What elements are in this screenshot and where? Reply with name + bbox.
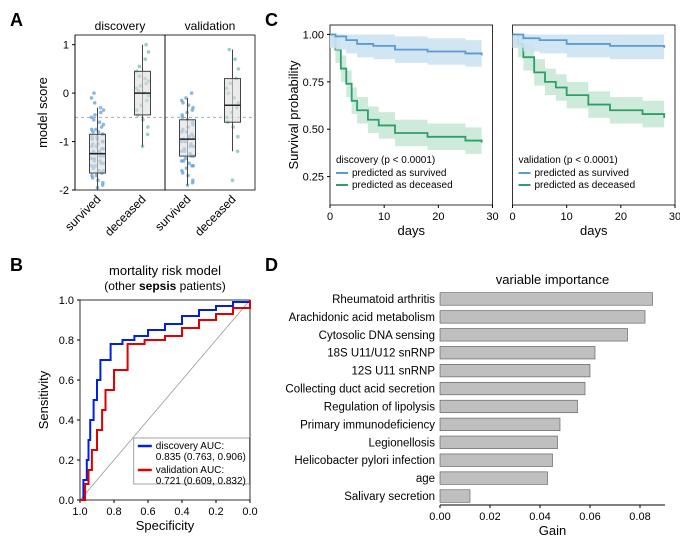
svg-text:0.04: 0.04 [529, 511, 550, 523]
svg-text:Collecting duct acid secretion: Collecting duct acid secretion [285, 384, 435, 396]
svg-text:Arachidonic acid metabolism: Arachidonic acid metabolism [289, 312, 435, 324]
svg-text:Primary immunodeficiency: Primary immunodeficiency [300, 419, 435, 431]
svg-text:30: 30 [669, 211, 680, 223]
svg-text:validation AUC:: validation AUC: [156, 465, 224, 476]
svg-text:Cytosolic DNA sensing: Cytosolic DNA sensing [319, 330, 435, 342]
svg-text:1: 1 [63, 40, 69, 52]
svg-text:model score: model score [35, 77, 50, 148]
svg-text:18S U11/U12 snRNP: 18S U11/U12 snRNP [327, 348, 435, 360]
svg-text:Helicobacter pylori infection: Helicobacter pylori infection [294, 455, 435, 467]
svg-text:Sensitivity: Sensitivity [36, 370, 51, 429]
svg-text:0.02: 0.02 [479, 511, 500, 523]
svg-text:discovery (p < 0.0001): discovery (p < 0.0001) [336, 155, 435, 166]
svg-text:0.0: 0.0 [242, 506, 257, 518]
svg-text:1.0: 1.0 [59, 295, 74, 307]
svg-text:Specificity: Specificity [136, 518, 195, 533]
svg-text:0.8: 0.8 [106, 506, 121, 518]
svg-text:30: 30 [486, 211, 498, 223]
panel-a: A -2-101model scorediscoverysurviveddece… [10, 10, 260, 250]
svg-text:-2: -2 [59, 185, 69, 197]
svg-text:days: days [398, 223, 426, 238]
svg-text:10: 10 [561, 211, 573, 223]
svg-text:0.4: 0.4 [174, 506, 189, 518]
panel-a-letter: A [10, 10, 23, 31]
svg-text:predicted as deceased: predicted as deceased [352, 180, 453, 191]
svg-text:0: 0 [327, 211, 333, 223]
svg-text:20: 20 [615, 211, 627, 223]
svg-text:survived: survived [152, 192, 193, 233]
svg-text:variable importance: variable importance [496, 272, 609, 287]
svg-text:deceased: deceased [192, 192, 239, 239]
svg-text:Rheumatoid arthritis: Rheumatoid arthritis [332, 294, 435, 306]
svg-text:0.4: 0.4 [59, 415, 74, 427]
svg-text:12S U11 snRNP: 12S U11 snRNP [351, 366, 435, 378]
svg-text:0.00: 0.00 [429, 511, 450, 523]
svg-text:0.835 (0.763, 0.906): 0.835 (0.763, 0.906) [156, 452, 246, 463]
svg-text:0.8: 0.8 [59, 335, 74, 347]
svg-text:Regulation of lipolysis: Regulation of lipolysis [324, 401, 435, 413]
svg-text:0: 0 [509, 211, 515, 223]
svg-text:Survival probability: Survival probability [286, 60, 301, 170]
svg-text:0.721 (0.609, 0.832): 0.721 (0.609, 0.832) [156, 476, 246, 487]
svg-text:validation: validation [185, 19, 236, 33]
svg-text:10: 10 [378, 211, 390, 223]
svg-text:discovery: discovery [95, 19, 146, 33]
roc-chart: mortality risk model(other sepsis patien… [35, 260, 260, 540]
svg-text:predicted as survived: predicted as survived [535, 168, 630, 179]
svg-text:predicted as deceased: predicted as deceased [535, 180, 636, 191]
svg-text:Gain: Gain [539, 523, 566, 538]
svg-text:days: days [580, 223, 608, 238]
svg-text:Legionellosis: Legionellosis [369, 437, 436, 449]
svg-text:0.06: 0.06 [579, 511, 600, 523]
svg-text:0: 0 [63, 88, 69, 100]
svg-text:0.6: 0.6 [59, 375, 74, 387]
panel-c: C Survival probability 0 10 20 30 0.25 0.50 0.7… [265, 10, 680, 250]
svg-text:age: age [416, 473, 435, 485]
svg-text:0.2: 0.2 [59, 455, 74, 467]
svg-text:(other sepsis patients): (other sepsis patients) [104, 279, 225, 293]
svg-text:Salivary secretion: Salivary secretion [344, 491, 435, 503]
svg-text:0.50: 0.50 [303, 124, 324, 136]
svg-text:-1: -1 [59, 137, 69, 149]
svg-text:mortality risk model: mortality risk model [109, 263, 221, 278]
svg-text:0.0: 0.0 [59, 495, 74, 507]
svg-text:1.0: 1.0 [72, 506, 87, 518]
svg-text:survived: survived [62, 192, 103, 233]
panel-b-letter: B [10, 255, 23, 276]
importance-chart: variable importance Rheumatoid arthritis A… [275, 270, 680, 540]
svg-text:predicted as survived: predicted as survived [352, 168, 447, 179]
panel-b: B mortality risk model(other sepsis pati… [10, 255, 260, 545]
svg-text:0.25: 0.25 [303, 172, 324, 184]
survival-chart: Survival probability 0 10 20 30 0.25 0.50 0.75 1… [285, 15, 680, 245]
svg-text:deceased: deceased [102, 192, 149, 239]
panel-c-letter: C [265, 10, 278, 31]
svg-text:0.6: 0.6 [140, 506, 155, 518]
svg-text:validation (p < 0.0001): validation (p < 0.0001) [519, 155, 618, 166]
svg-text:0.2: 0.2 [208, 506, 223, 518]
svg-text:0.08: 0.08 [629, 511, 650, 523]
svg-text:20: 20 [432, 211, 444, 223]
svg-text:0.75: 0.75 [303, 77, 324, 89]
svg-text:1.00: 1.00 [303, 29, 324, 41]
boxplot-chart: -2-101model scorediscoverysurviveddeceas… [35, 15, 260, 245]
svg-text:discovery AUC:: discovery AUC: [156, 441, 224, 452]
panel-d: D variable importanceRheumatoid arthriti… [265, 255, 680, 545]
